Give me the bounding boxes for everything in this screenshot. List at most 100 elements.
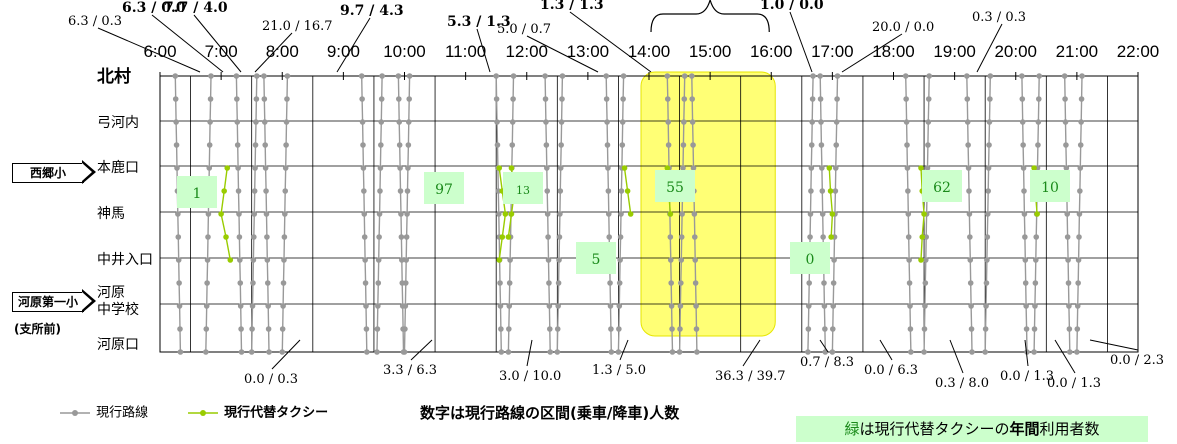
route-run-2-point — [235, 188, 242, 194]
top-annotation: 1.0 / 0.0 — [760, 0, 824, 13]
route-run-16-point — [664, 73, 671, 79]
school-sub-label: (支所前) — [14, 322, 61, 336]
route-run-20-point — [821, 280, 827, 286]
route-run-15-point — [617, 257, 623, 263]
annotation-leaders — [97, 11, 1139, 374]
route-run-27-point — [1032, 280, 1039, 286]
route-run-29-point — [1077, 188, 1083, 194]
bottom-annotation: 3.3 / 6.3 — [383, 363, 437, 378]
route-run-11-point — [506, 303, 513, 309]
route-run-20-point — [818, 142, 825, 148]
route-run-20-point — [819, 188, 826, 194]
route-run-7-point — [375, 280, 382, 286]
route-run-15-point — [617, 234, 624, 240]
route-run-20-point — [817, 96, 824, 102]
route-run-23-point — [922, 257, 929, 263]
route-run-26-point — [1022, 257, 1029, 263]
route-run-16-point — [669, 349, 676, 355]
route-run-18-point — [693, 326, 700, 332]
route-run-26-point — [1022, 234, 1028, 240]
route-run-9-point — [401, 349, 408, 355]
top-leader — [569, 11, 652, 73]
route-run-28-point — [1066, 326, 1073, 332]
route-run-26-point — [1019, 119, 1026, 125]
route-run-5-point — [282, 188, 289, 194]
route-run-3-point — [252, 142, 259, 148]
route-run-26-point — [1023, 303, 1029, 309]
route-run-7-point — [375, 303, 381, 309]
route-run-12-point — [546, 326, 553, 332]
route-run-12-point — [545, 234, 551, 240]
top-leader — [976, 23, 1003, 73]
route-run-8-point — [396, 142, 403, 148]
route-run-5-point — [283, 142, 289, 148]
route-run-1-point — [204, 257, 211, 263]
route-run-3-point — [252, 165, 258, 171]
route-run-23-point — [925, 96, 932, 102]
legend-route-label: 現行路線 — [96, 405, 149, 421]
route-run-3-point — [248, 349, 255, 355]
route-run-29-point — [1075, 280, 1081, 286]
route-run-14-point — [605, 211, 612, 217]
route-run-6-point — [361, 234, 368, 240]
route-run-9-point — [405, 142, 412, 148]
route-run-9-point — [402, 280, 409, 286]
route-run-24-point — [969, 349, 975, 355]
route-run-19-point — [807, 234, 813, 240]
route-run-12-point — [543, 119, 549, 125]
route-run-6-point — [360, 165, 367, 171]
route-run-11-point — [509, 142, 516, 148]
route-run-16-point — [667, 234, 674, 240]
route-run-24-point — [965, 142, 971, 148]
route-run-12-point — [546, 303, 553, 309]
route-run-4-point — [262, 165, 269, 171]
route-run-4-point — [263, 188, 269, 194]
route-run-21-point — [834, 73, 841, 79]
taxi-run-6-point — [918, 165, 924, 171]
route-run-25-point — [984, 234, 991, 240]
route-run-24-point — [968, 326, 975, 332]
route-run-5-point — [283, 119, 290, 125]
route-run-14-point — [604, 119, 610, 125]
route-run-17-point — [678, 280, 684, 286]
route-run-1-point — [208, 73, 214, 79]
route-run-19-point — [808, 188, 814, 194]
route-run-29-point — [1079, 73, 1085, 79]
route-run-22-point — [905, 188, 911, 194]
route-run-16-point — [665, 142, 672, 148]
route-run-28-point — [1066, 303, 1072, 309]
route-run-13-point — [554, 326, 561, 332]
taxi-run-5-point — [829, 211, 836, 217]
route-run-15-point — [616, 280, 623, 286]
route-run-6-point — [363, 303, 369, 309]
route-run-8-point — [398, 211, 404, 217]
route-run-7-point — [378, 119, 385, 125]
route-run-24-point — [965, 165, 972, 171]
taxi-users-box — [1030, 170, 1070, 202]
route-run-6-point — [359, 119, 366, 125]
y-stop-label: 北村 — [97, 66, 131, 87]
taxi-run-2-point — [505, 234, 512, 240]
taxi-run-1-point — [496, 165, 503, 171]
route-run-4-point — [265, 326, 272, 332]
route-run-19-point — [808, 142, 815, 148]
taxi-run-2-point — [508, 211, 515, 217]
route-run-22-point — [905, 211, 912, 217]
route-run-14-point — [604, 142, 611, 148]
school-label-saigo: 西郷小 — [12, 163, 84, 183]
route-run-14-point — [607, 303, 614, 309]
route-run-20-point — [819, 165, 825, 171]
taxi-run-1-point — [496, 257, 503, 263]
route-run-21-point — [830, 326, 836, 332]
route-run-25-point — [984, 211, 991, 217]
taxi-run-7-point — [1034, 211, 1040, 217]
taxi-run-3-point — [624, 188, 631, 194]
route-run-14-point — [607, 280, 613, 286]
route-run-8-point — [396, 119, 403, 125]
route-run-22-point — [904, 142, 910, 148]
route-run-20-point — [818, 119, 824, 125]
taxi-run-5-point — [827, 188, 834, 194]
route-run-25-point — [982, 326, 989, 332]
route-run-17-point — [678, 234, 685, 240]
route-run-20-point — [819, 211, 826, 217]
